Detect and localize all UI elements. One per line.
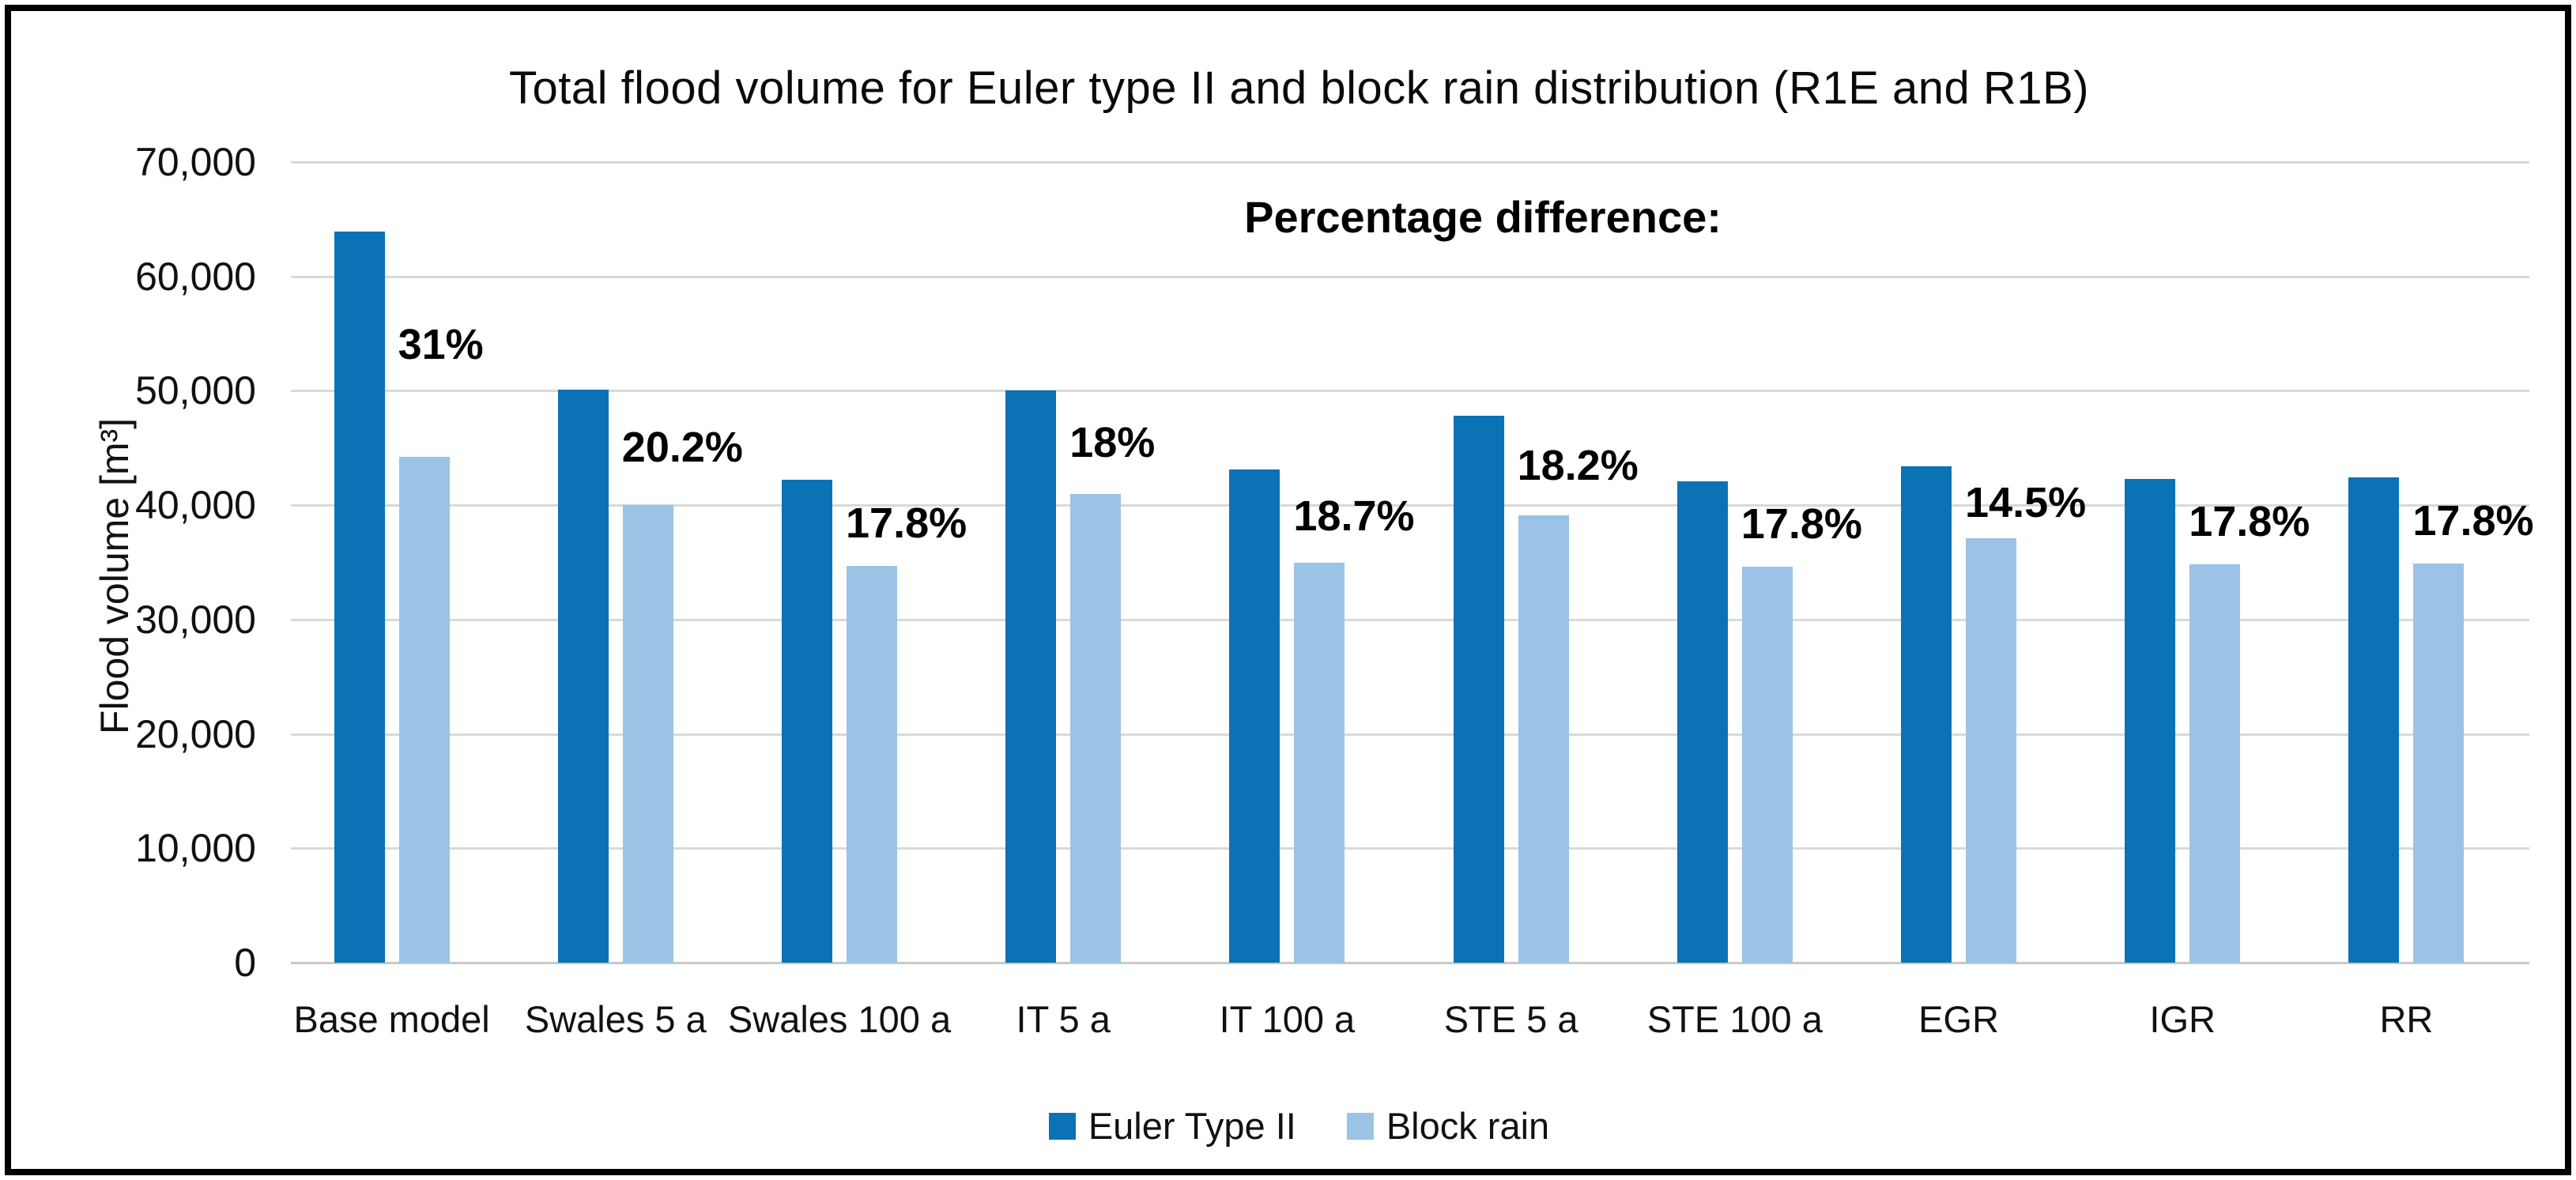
x-category-label: Base model: [293, 998, 490, 1040]
bar-block-rain-9: [2189, 564, 2241, 963]
x-category-label: Swales 5 a: [524, 998, 707, 1040]
y-axis-title: Flood volume [m³]: [92, 417, 137, 735]
x-category-label: Swales 100 a: [727, 998, 952, 1040]
gridline-40000: [291, 504, 2529, 507]
percent-diff-label: 17.8%: [846, 499, 967, 547]
percent-diff-label: 17.8%: [2189, 498, 2310, 546]
percent-diff-label: 20.2%: [621, 424, 743, 472]
bar-euler-type-ii-1: [334, 232, 385, 963]
bar-euler-type-ii-7: [1676, 481, 1728, 963]
x-category-label: RR: [2379, 998, 2434, 1040]
bar-block-rain-1: [398, 457, 450, 963]
bar-euler-type-ii-5: [1229, 469, 1280, 963]
gridline-50000: [291, 390, 2529, 393]
bar-euler-type-ii-2: [557, 389, 609, 963]
bar-block-rain-8: [1966, 538, 2016, 963]
y-tick-label: 30,000: [135, 597, 256, 642]
y-tick-label: 60,000: [135, 254, 256, 299]
chart-frame: Total flood volume for Euler type II and…: [5, 5, 2571, 1175]
bar-block-rain-3: [847, 565, 897, 963]
legend-item-block-rain: Block rain: [1346, 1104, 1550, 1148]
bar-euler-type-ii-8: [1901, 466, 1952, 963]
x-category-label: EGR: [1918, 998, 1999, 1040]
bar-euler-type-ii-9: [2125, 478, 2176, 963]
bar-block-rain-5: [1294, 562, 1345, 963]
bar-euler-type-ii-6: [1453, 416, 1504, 963]
bar-euler-type-ii-3: [782, 480, 832, 963]
legend-swatch-euler-type-ii: [1048, 1112, 1076, 1140]
legend-label-euler-type-ii: Euler Type II: [1088, 1105, 1296, 1147]
percent-diff-label: 18%: [1069, 418, 1156, 466]
legend-item-euler-type-ii: Euler Type II: [1048, 1104, 1296, 1148]
x-category-label: IT 5 a: [1016, 998, 1111, 1040]
legend: Euler Type II Block rain: [11, 1104, 2576, 1148]
chart-title: Total flood volume for Euler type II and…: [508, 62, 2090, 114]
bar-block-rain-7: [1741, 567, 1793, 963]
percent-diff-label: 18.2%: [1517, 442, 1639, 490]
x-category-label: STE 100 a: [1646, 998, 1823, 1040]
bar-block-rain-2: [622, 505, 673, 963]
bar-euler-type-ii-4: [1005, 390, 1057, 963]
y-tick-label: 50,000: [135, 368, 256, 413]
percent-diff-label: 18.7%: [1293, 492, 1415, 540]
percent-diff-label: 17.8%: [2412, 496, 2534, 545]
percent-diff-label: 17.8%: [1741, 500, 1862, 549]
percentage-difference-heading: Percentage difference:: [1244, 192, 1722, 242]
y-tick-label: 10,000: [135, 826, 256, 871]
gridline-20000: [291, 733, 2529, 736]
x-category-label: STE 5 a: [1443, 998, 1578, 1040]
gridline-70000: [291, 161, 2529, 164]
y-tick-label: 20,000: [135, 711, 256, 756]
bar-euler-type-ii-10: [2348, 477, 2400, 963]
gridline-60000: [291, 275, 2529, 278]
bar-block-rain-6: [1518, 515, 1569, 963]
y-tick-label: 70,000: [135, 140, 256, 184]
percent-diff-label: 31%: [398, 320, 484, 368]
gridline-30000: [291, 618, 2529, 621]
legend-swatch-block-rain: [1346, 1112, 1374, 1140]
y-tick-label: 40,000: [135, 483, 256, 528]
percent-diff-label: 14.5%: [1965, 478, 2087, 526]
bar-block-rain-10: [2413, 563, 2465, 963]
x-category-label: IT 100 a: [1219, 998, 1356, 1040]
y-tick-label: 0: [234, 941, 256, 985]
x-category-label: IGR: [2149, 998, 2216, 1040]
legend-label-block-rain: Block rain: [1386, 1105, 1550, 1147]
gridline-0: [291, 962, 2529, 964]
bar-block-rain-4: [1070, 493, 1122, 963]
gridline-10000: [291, 847, 2529, 850]
